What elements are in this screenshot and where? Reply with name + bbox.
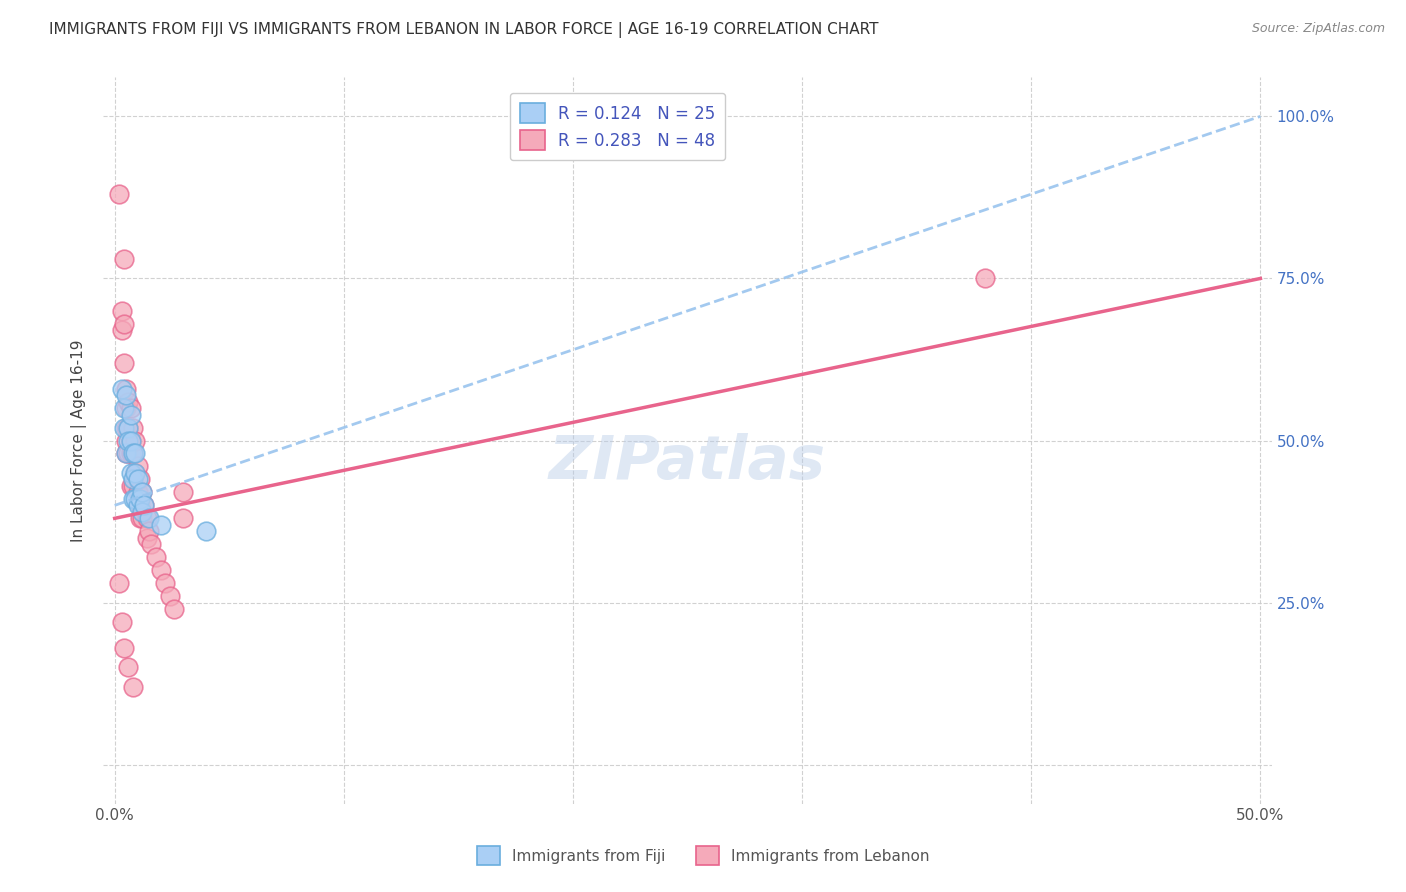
Point <box>131 505 153 519</box>
Point <box>115 434 138 448</box>
Point <box>122 420 145 434</box>
Point <box>115 446 138 460</box>
Text: IMMIGRANTS FROM FIJI VS IMMIGRANTS FROM LEBANON IN LABOR FORCE | AGE 16-19 CORRE: IMMIGRANTS FROM FIJI VS IMMIGRANTS FROM … <box>49 22 879 38</box>
Point <box>127 485 149 500</box>
Text: ZIPatlas: ZIPatlas <box>548 433 827 491</box>
Point <box>138 524 160 539</box>
Point <box>134 499 156 513</box>
Point <box>110 323 132 337</box>
Point <box>131 511 153 525</box>
Y-axis label: In Labor Force | Age 16-19: In Labor Force | Age 16-19 <box>72 339 87 541</box>
Point <box>145 550 167 565</box>
Point <box>112 252 135 266</box>
Point <box>112 401 135 416</box>
Point <box>115 446 138 460</box>
Point <box>149 517 172 532</box>
Point <box>127 459 149 474</box>
Point <box>112 420 135 434</box>
Point <box>124 466 146 480</box>
Point <box>135 511 157 525</box>
Point <box>120 401 142 416</box>
Point <box>122 491 145 506</box>
Point <box>135 531 157 545</box>
Point <box>163 602 186 616</box>
Point <box>124 491 146 506</box>
Point <box>124 434 146 448</box>
Point <box>122 479 145 493</box>
Point <box>128 511 150 525</box>
Point <box>127 499 149 513</box>
Point <box>120 479 142 493</box>
Point <box>117 420 139 434</box>
Point <box>124 446 146 460</box>
Point <box>117 660 139 674</box>
Point <box>974 271 997 285</box>
Point <box>122 446 145 460</box>
Point <box>110 382 132 396</box>
Point <box>159 589 181 603</box>
Point <box>110 303 132 318</box>
Point <box>122 680 145 694</box>
Point <box>122 446 145 460</box>
Point <box>131 485 153 500</box>
Point <box>120 434 142 448</box>
Point <box>128 499 150 513</box>
Point <box>112 640 135 655</box>
Point <box>120 408 142 422</box>
Point <box>120 466 142 480</box>
Point <box>115 382 138 396</box>
Point <box>117 420 139 434</box>
Point <box>117 394 139 409</box>
Point <box>172 485 194 500</box>
Point <box>120 434 142 448</box>
Legend: Immigrants from Fiji, Immigrants from Lebanon: Immigrants from Fiji, Immigrants from Le… <box>471 840 935 871</box>
Point <box>138 511 160 525</box>
Point <box>134 499 156 513</box>
Point <box>112 356 135 370</box>
Point <box>115 388 138 402</box>
Point <box>128 491 150 506</box>
Legend: R = 0.124   N = 25, R = 0.283   N = 48: R = 0.124 N = 25, R = 0.283 N = 48 <box>509 93 725 161</box>
Point <box>124 466 146 480</box>
Point <box>120 446 142 460</box>
Point <box>153 576 176 591</box>
Point <box>108 187 131 202</box>
Point <box>127 472 149 486</box>
Point <box>117 434 139 448</box>
Point <box>112 317 135 331</box>
Point <box>141 537 163 551</box>
Point <box>149 563 172 577</box>
Point <box>172 511 194 525</box>
Point <box>115 420 138 434</box>
Point <box>117 446 139 460</box>
Point <box>195 524 218 539</box>
Text: Source: ZipAtlas.com: Source: ZipAtlas.com <box>1251 22 1385 36</box>
Point <box>131 485 153 500</box>
Point <box>115 401 138 416</box>
Point <box>108 576 131 591</box>
Point <box>128 472 150 486</box>
Point <box>110 615 132 629</box>
Point <box>122 472 145 486</box>
